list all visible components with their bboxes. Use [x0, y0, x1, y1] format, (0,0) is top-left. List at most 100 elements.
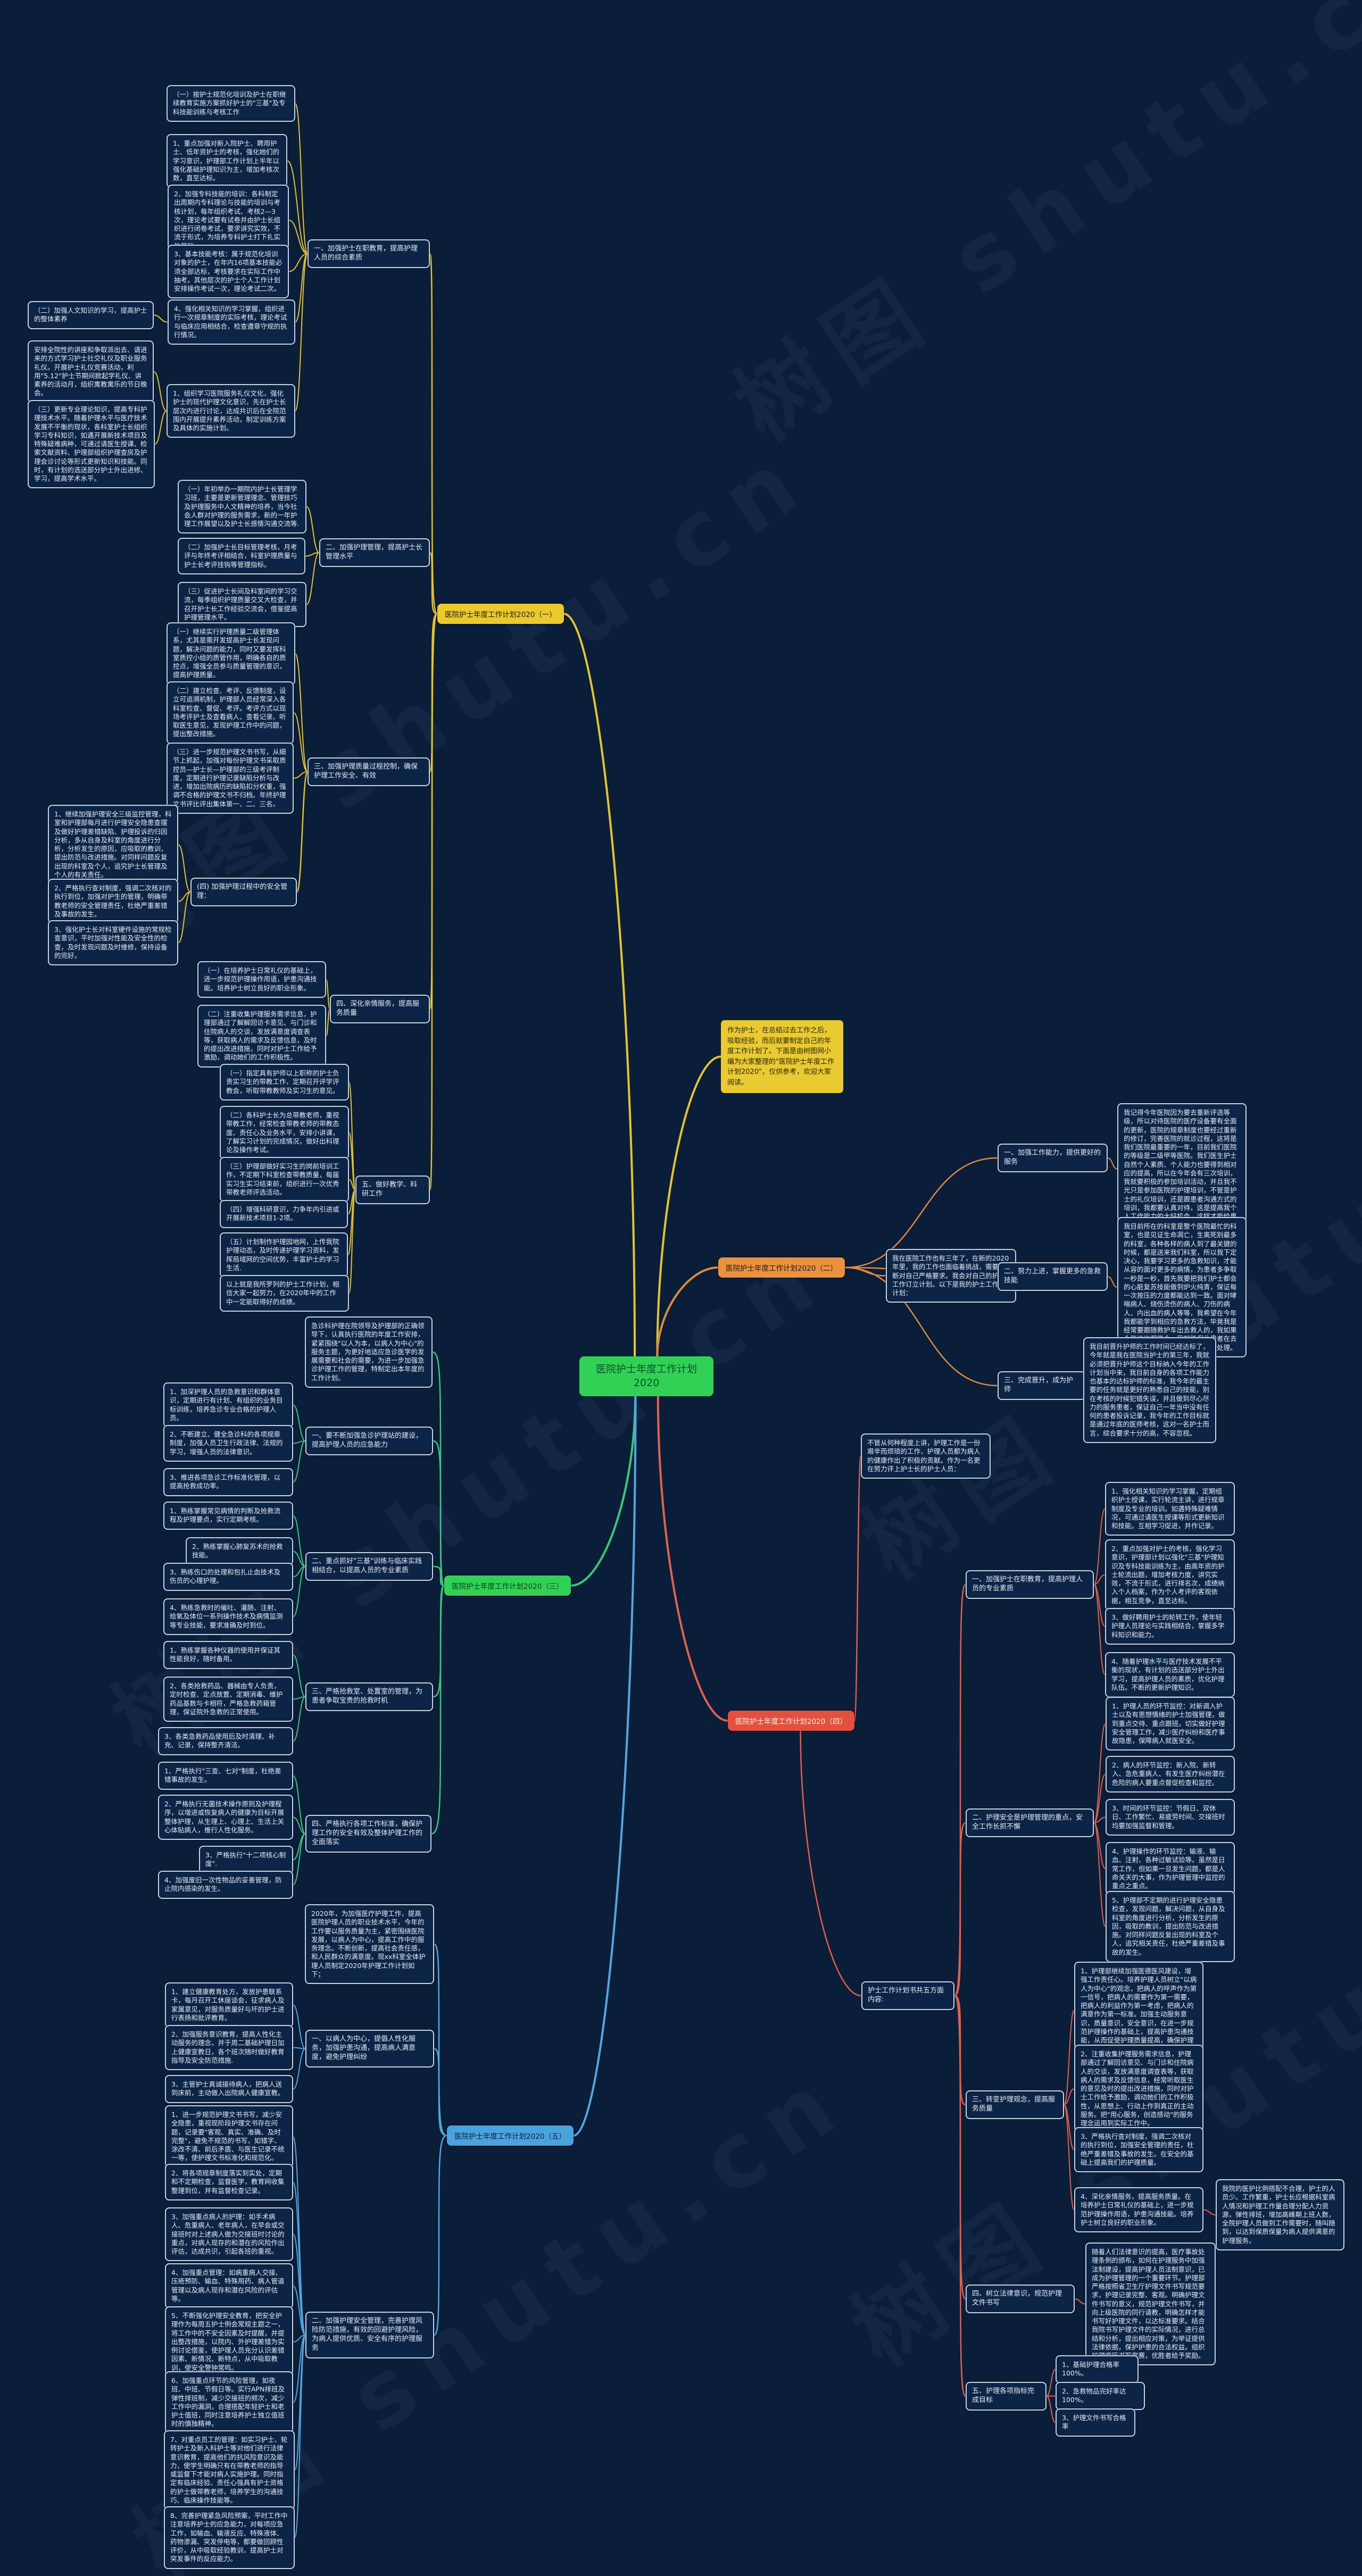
branch-5[interactable]: 医院护士年度工作计划2020（五） — [447, 2125, 574, 2146]
b2-item-2[interactable]: 我目前所在的科室是整个医院最忙的科室，也是见证生命凋亡，生离死别最多的科室，各种… — [1117, 1217, 1247, 1357]
b5-item-k3[interactable]: 3、加强重点病人的护理：如手术病人、危重病人、老年病人，在早会或交接班时对上述病… — [165, 2207, 293, 2262]
b4-item-m2[interactable]: 2、重点加强对护士的考核，强化学习意识，护理部计划以强化"三基"护理知识及专科技… — [1105, 1539, 1235, 1611]
b3-item-f1[interactable]: 1、加深护理人员的急救意识和群体意识，定期进行有计划、有组织的业务目标训练，培养… — [163, 1382, 293, 1428]
b1-item-c3[interactable]: 3、强化护士长对科室硬件设施的常规检查意识，平时加强对性能及安全性的检查，及时发… — [48, 920, 178, 965]
b4-item-o4[interactable]: 4、深化亲情服务，提高服务质量。在培养护士日常礼仪的基础上，进一步规范护理操作用… — [1074, 2187, 1203, 2232]
b5-item-j3[interactable]: 3、主管护士真诚接待病人，把病人送到床前，主动做入出院病人健康宣教。 — [165, 2075, 293, 2103]
b1-item-e1[interactable]: （一）指定具有护师以上职称的护士负责实习生的带教工作，定期召开评学评教会，听取带… — [220, 1064, 349, 1101]
b4-item-m1[interactable]: 1、强化相关知识的学习掌握，定期组织护士授课，实行轮流主讲，进行规章制度及专业的… — [1105, 1482, 1235, 1536]
b1-item-a5[interactable]: 4、强化相关知识的学习掌握，组织进行一次规章制度的实际考核，理论考试与临床应用相… — [168, 299, 295, 345]
b2-item-3[interactable]: 我目前晋升护师的工作时间已经达标了，今年就是我在医院当护士的第三年，我就必须把晋… — [1083, 1337, 1216, 1443]
b1-cat-3[interactable]: 三、加强护理质量过程控制，确保护理工作安全、有效 — [308, 757, 430, 786]
b1-item-b4[interactable]: （一）继续实行护理质量二级管理体系，尤其是需开发提高护士长发现问题，解决问题的能… — [167, 622, 295, 685]
b3-item-g4[interactable]: 4、熟练急救时的催吐、灌肠、注射、给氧及体位一系列操作技术及病情监测等专业技能，… — [163, 1598, 293, 1635]
b1-item-a4[interactable]: 3、基本技能考核：属于规范化培训对象的护士，在年内16项基本技能必须全部达标，考… — [168, 245, 289, 299]
b5-cat-2[interactable]: 二、加强护理安全管理，完善护理风险防范措施，有效的回避护理风险，为病人提供优质、… — [305, 2312, 434, 2358]
b3-item-f2[interactable]: 2、不断建立、健全急诊科的各项规章制度，加强人员卫生行政法律、法规的学习，增强人… — [163, 1425, 293, 1462]
b5-item-j1[interactable]: 1、建立健康教育处方，发放护患联系卡，每月召开工休座谈会，征求病人及家属意见，对… — [165, 1982, 293, 2028]
b1-item-b2[interactable]: （二）加强护士长目标管理考核，月考评与年终考评相结合，科室护理质量与护士长考评挂… — [178, 538, 305, 574]
b3-cat-4[interactable]: 四、严格执行各项工作标准，确保护理工作的安全有效及整体护理工作的全面落实 — [305, 1815, 431, 1853]
b3-item-i4[interactable]: 4、加强废旧一次性物品的妥善管理，防止院内感染的发生。 — [158, 1871, 293, 1899]
b4-cat-5[interactable]: 五、护理各项指标完成目标 — [966, 2382, 1047, 2411]
b1-item-b3[interactable]: （三）促进护士长间及科室间的学习交流，每季组织护理质量交叉大检查，并召开护士长工… — [178, 582, 306, 627]
b1-item-a6[interactable]: （二）加强人文知识的学习，提高护士的整体素养 — [28, 301, 154, 329]
b3-item-h3[interactable]: 3、各类急救药品使用后及时清理、补充、记录，保持整齐清洁。 — [158, 1727, 293, 1755]
branch-3[interactable]: 医院护士年度工作计划2020（三） — [444, 1575, 571, 1596]
b1-cat-4[interactable]: 四、深化亲情服务，提高服务质量 — [330, 995, 430, 1023]
b5-intro[interactable]: 2020年，为加强医疗护理工作，提高医院护理人员的职业技术水平，今年的工作要以服… — [305, 1904, 434, 1984]
b4-item-r1[interactable]: 1、基础护理合格率100%。 — [1056, 2355, 1139, 2383]
b1-cat-5[interactable]: 五、做好教学、科研工作 — [355, 1176, 430, 1204]
b3-item-g3[interactable]: 3、熟练伤口的处理和包扎止血技术及伤员的心理护理。 — [163, 1563, 293, 1591]
b5-item-k8[interactable]: 8、完善护理紧急风险预案，平时工作中注意培养护士的应急能力，对每项应急工作，如输… — [164, 2506, 295, 2569]
b4-item-p1[interactable]: 我院的医护比例搭配不合理，护士的人员少。工作繁重，护士长应根据科室病人情况和护理… — [1216, 2179, 1344, 2250]
b1-item-a7[interactable]: 安排全院性的讲座和争取派出去、请进来的方式学习护士社交礼仪及职业服务礼仪。开展护… — [28, 340, 154, 403]
b3-intro[interactable]: 急诊科护理在院领导及护理部的正确领导下，认真执行医院的年度工作安排，紧紧围绕"以… — [305, 1316, 433, 1388]
b1-item-e5[interactable]: （五）计划制作护理园地网，上传我院护理动态，及时传递护理学习资料，发挥局域网的空… — [220, 1232, 348, 1278]
b4-item-n3[interactable]: 3、时间的环节监控：节假日、双休日、工作繁忙、易疲劳时间、交接班时均要加强监督和… — [1106, 1799, 1235, 1836]
b4-item-r2[interactable]: 2、急救物品完好率达100%。 — [1056, 2382, 1145, 2410]
b1-subcat-4[interactable]: (四) 加强护理过程中的安全管理： — [190, 878, 297, 906]
branch-4[interactable]: 医院护士年度工作计划2020（四） — [728, 1711, 854, 1731]
b4-item-o3[interactable]: 3、严格执行查对制度，强调二次核对的执行到位，加强安全管理的责任，杜绝严重差错及… — [1074, 2127, 1203, 2172]
b1-item-e3[interactable]: （三）护理部做好实习生的岗前培训工作，不定期下科室检查带教质量，每届实习生实习结… — [220, 1157, 349, 1202]
b4-item-n2[interactable]: 2、病人的环节监控：新入院、新转入、急危重病人、有发生医疗纠纷潜在危险的病人要重… — [1106, 1756, 1235, 1793]
b1-item-b1[interactable]: （一）年初举办一期院内护士长管理学习班，主要是更新管理理念、管理技巧及护理服务中… — [178, 480, 306, 534]
b1-cat-2[interactable]: 二、加强护理管理，提高护士长管理水平 — [319, 538, 430, 567]
b4-item-r3[interactable]: 3、护理文件书写合格率 — [1056, 2408, 1135, 2437]
branch-1[interactable]: 医院护士年度工作计划2020（一） — [437, 604, 564, 624]
b4-cat-2[interactable]: 二、护理安全是护理管理的重点，安全工作长抓不懈 — [966, 1808, 1094, 1837]
b4-cat-3[interactable]: 三、转变护理观念，提高服务质量 — [966, 2090, 1064, 2119]
b3-item-i1[interactable]: 1、严格执行"三查、七对"制度，杜绝差错事故的发生。 — [158, 1762, 293, 1790]
b2-cat-3[interactable]: 三、完成晋升，成为护师 — [998, 1371, 1085, 1400]
b1-item-a9[interactable]: 1、组织学习医院服务礼仪文化，强化护士的现代护理文化意识，先在护士长层次内进行讨… — [167, 384, 295, 438]
b1-item-d1[interactable]: （一）在培养护士日常礼仪的基础上，进一步规范护理操作用语，护患沟通技能。培养护士… — [197, 961, 326, 998]
b4-item-n5[interactable]: 5、护理部不定期的进行护理安全隐患检查，发现问题，解决问题，从自身及科室的角度进… — [1106, 1891, 1235, 1962]
b3-item-i2[interactable]: 2、严格执行无菌技术操作原则及护理程序，以增进或恢复病人的健康为目标开展整体护理… — [158, 1795, 293, 1840]
b2-intro[interactable]: 我在医院工作也有三年了，在新的2020年里，我的工作也面临着挑战，需要不断对自己… — [886, 1249, 1016, 1303]
b3-cat-1[interactable]: 一、要不断加强急诊护理站的建设，提高护理人员的应急能力 — [305, 1427, 433, 1455]
b1-item-e4[interactable]: （四）增强科研意识，力争年内引进或开展新技术项目1-2项。 — [220, 1200, 348, 1228]
b2-cat-2[interactable]: 二、努力上进，掌握更多的急救技能 — [998, 1262, 1108, 1291]
b4-item-m4[interactable]: 4、随着护理水平与医疗技术发展不平衡的现状，有计划的选送部分护士外出学习，提高护… — [1105, 1652, 1235, 1697]
b4-label[interactable]: 护士工作计划书共五方面内容: — [861, 1981, 954, 2010]
b5-item-k4[interactable]: 4、加强重点管理：如病重病人交接、压疮预防、输血、特殊用药、病人管道管理以及病人… — [165, 2263, 293, 2308]
b1-item-a2[interactable]: 1、重点加强对新入院护士、聘用护士、低年资护士的考核，强化她们的学习意识，护理部… — [167, 134, 287, 188]
b4-item-o2[interactable]: 2、注重收集护理服务需求信息，护理部通过了解回访意见、与门诊和住院病人的交谈，发… — [1074, 2045, 1203, 2133]
b1-item-d2[interactable]: （二）注重收集护理服务需求信息，护理部通过了解解回访卡意见、与门诊和住院病人的交… — [197, 1005, 326, 1068]
branch-2[interactable]: 医院护士年度工作计划2020（二） — [718, 1257, 845, 1278]
b4-item-q1[interactable]: 随着人们法律意识的提高，医疗事故处理条例的颁布，如何在护理服务中加强法制建设，提… — [1085, 2242, 1216, 2366]
b4-cat-4[interactable]: 四、树立法律意识，规范护理文件书写 — [966, 2285, 1075, 2313]
b1-item-b5[interactable]: （二）建立检查、考评、反馈制度，设立可追溯机制，护理部人员经常深入各科室检查、督… — [167, 681, 294, 744]
b1-item-b6[interactable]: （三）进一步规范护理文书书写，从细节上抓起，加强对每份护理文书采取质控员—护士长… — [167, 743, 294, 814]
b5-item-j2[interactable]: 2、加强服务意识教育，提高人性化主动服务的理念，并于周二基础护理日加上健康宣教日… — [165, 2025, 293, 2070]
b4-item-m3[interactable]: 3、做好聘用护士的轮转工作，使年轻护理人员理论与实践相结合，掌握多学科知识和能力… — [1105, 1608, 1235, 1645]
b1-cat-1[interactable]: 一、加强护士在职教育，提高护理人员的综合素质 — [308, 239, 430, 268]
b1-item-a1[interactable]: （一）按护士规范化培训及护士在职继续教育实施方案抓好护士的"三基"及专科技能训练… — [167, 85, 295, 122]
b3-item-g2[interactable]: 2、熟练掌握心肺复苏术的抢救技能。 — [186, 1537, 293, 1565]
b3-cat-3[interactable]: 三、严格抢救室、处置室的管理，为患者争取宝贵的抢救时机 — [305, 1682, 433, 1711]
b3-item-f3[interactable]: 3、推进各项急诊工作标准化管理，以提高抢救成功率。 — [163, 1468, 293, 1496]
b5-item-k5[interactable]: 5、不断强化护理安全教育，把安全护理作为每周五护士例会常规主题之一，将工作中的不… — [165, 2306, 293, 2378]
b4-intro[interactable]: 不管从何种程度上讲，护理工作是一份艰辛而烦琐的工作，护理人员都为病人的健康作出了… — [861, 1433, 991, 1479]
b1-item-a3[interactable]: 2、加强专科技能的培训：各科制定出周期内专科理论与技能的培训与考核计划，每年组织… — [168, 185, 289, 256]
b5-cat-1[interactable]: 一、以病人为中心，提倡人性化服务，加强护患沟通，提高病人满意度，避免护理纠纷 — [305, 2030, 434, 2068]
b4-item-n4[interactable]: 4、护理操作的环节监控：输液、输血、注射、各种过敏试验等。虽然是日常工作，但如果… — [1106, 1842, 1235, 1896]
b3-item-i3[interactable]: 3、严格执行"十二项核心制度". — [199, 1846, 293, 1874]
b1-item-c2[interactable]: 2、严格执行查对制度，强调二次核对的执行到位，加强对护生的管理，明确带教老师的安… — [48, 879, 178, 924]
b1-item-c1[interactable]: 1、继续加强护理安全三级监控管理，科室和护理部每月进行护理安全隐患查摆及做好护理… — [48, 805, 178, 885]
b5-item-k1[interactable]: 1、进一步规范护理文书书写，减少安全隐患，重视现阶段护理文书存在问题，记录要"客… — [165, 2105, 293, 2168]
b3-item-g1[interactable]: 1、熟练掌握常见病情的判断及抢救流程及护理要点，实行定期考核。 — [163, 1502, 293, 1530]
b1-item-e6[interactable]: 以上就是我所罗列的护士工作计划，相信大家一起努力，在2020年中的工作中一定能取… — [220, 1275, 349, 1312]
b1-item-a8[interactable]: （三）更新专业理论知识，提高专科护理技术水平。随着护理水平与医疗技术发展不平衡的… — [28, 400, 155, 489]
intro-main[interactable]: 作为护士，在总结过去工作之后，吸取经验，而后就要制定自己的年度工作计划了。下面是… — [721, 1020, 843, 1093]
b2-item-1[interactable]: 我记得今年医院因为要去重新评选等级，所以对待医院的医疗设备要有全面的更新，医院的… — [1117, 1103, 1247, 1235]
b3-item-h1[interactable]: 1、熟练掌握各种仪器的使用并保证其性能良好，随时备用。 — [163, 1641, 293, 1669]
b3-cat-2[interactable]: 二、重点抓好"三基"训练与临床实践相结合，以提高人员的专业素质 — [305, 1552, 433, 1581]
b5-item-k2[interactable]: 2、将各项规章制度落实到实处，定期和不定期检查，监督医学，教育网收集整理到位，并… — [165, 2164, 293, 2200]
b5-item-k7[interactable]: 7、对重点员工的管理：如实习护士、轮转护士及新入科护士等对他们进行法律意识教育，… — [164, 2430, 295, 2510]
b4-item-n1[interactable]: 1、护理人员的环节监控：对新调入护士以及有思想情绪的护士加强管理，做到重点交待、… — [1106, 1697, 1235, 1751]
b1-item-e2[interactable]: （二）各科护士长为总带教老师，重视带教工作，经常检查带教老师的带教态度、责任心及… — [220, 1106, 349, 1160]
center-topic[interactable]: 医院护士年度工作计划2020 — [579, 1356, 713, 1397]
b4-cat-1[interactable]: 一、加强护士在职教育，提高护理人员的专业素质 — [966, 1570, 1094, 1599]
